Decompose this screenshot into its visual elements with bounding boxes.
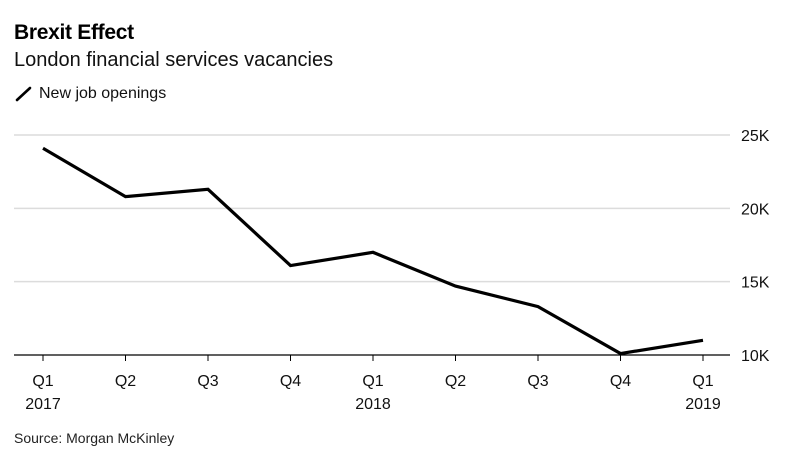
x-tick-year-label: 2017 [25,396,61,413]
x-tick-label: Q4 [280,373,301,390]
y-axis-labels: 10K 15K 20K 25K [741,128,770,365]
x-tick-label: Q1 [692,373,713,390]
x-tick-year-label: 2018 [355,396,391,413]
x-tick-year-label: 2019 [685,396,721,413]
x-tick-label: Q1 [362,373,383,390]
gridlines [14,134,730,283]
source-note: Source: Morgan McKinley [14,430,175,446]
series-layer [42,146,704,356]
x-tick-label: Q3 [527,373,548,390]
x-tick-label: Q2 [115,373,136,390]
x-axis [14,354,730,361]
x-axis-labels: Q1 2017 Q2 Q3 Q4 Q1 2018 Q2 Q3 Q4 Q1 2019 [25,373,721,413]
legend-line-icon [15,86,32,102]
y-tick-label: 20K [741,201,770,218]
chart-title: Brexit Effect [14,21,134,44]
x-tick-label: Q3 [197,373,218,390]
y-tick-label: 25K [741,128,770,145]
x-tick-label: Q4 [610,373,631,390]
y-tick-label: 15K [741,275,770,292]
legend-label: New job openings [39,85,167,102]
x-tick-label: Q2 [445,373,466,390]
y-tick-label: 10K [741,348,770,365]
x-tick-label: Q1 [32,373,53,390]
legend: New job openings [15,85,166,103]
series-line-new-job-openings [42,146,704,356]
chart-subtitle: London financial services vacancies [14,49,334,71]
